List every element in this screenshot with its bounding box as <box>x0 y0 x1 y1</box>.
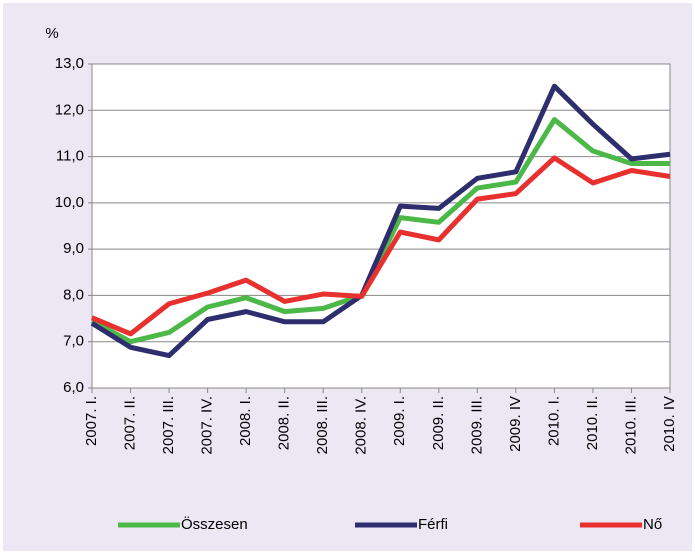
y-tick-label: 12,0 <box>55 101 84 118</box>
y-tick-label: 8,0 <box>63 286 84 303</box>
x-tick-label: 2008. IV. <box>353 396 370 455</box>
x-tick-label: 2007. IV. <box>199 396 216 455</box>
legend-label: Nő <box>643 516 662 533</box>
y-tick-label: 7,0 <box>63 333 84 350</box>
x-tick-label: 2008. III. <box>314 396 331 454</box>
x-tick-label: 2007. I. <box>83 396 100 446</box>
series-line <box>90 83 671 359</box>
y-axis-label: % <box>45 25 58 42</box>
plot-area <box>91 63 671 389</box>
x-tick-label: 2007. III. <box>160 396 177 454</box>
y-tick-label: 9,0 <box>63 240 84 257</box>
y-tick-label: 6,0 <box>63 379 84 396</box>
y-tick-label: 13,0 <box>55 55 84 72</box>
x-tick-label: 2007. II. <box>122 396 139 450</box>
x-tick-label: 2008. I. <box>237 396 254 446</box>
x-tick-label: 2009. IV <box>507 396 524 452</box>
y-tick-label: 11,0 <box>56 148 84 165</box>
x-tick-label: 2009. II. <box>430 396 447 450</box>
x-tick-label: 2010. IV <box>661 396 678 452</box>
y-tick-label: 10,0 <box>55 194 84 211</box>
x-tick-label: 2010. III. <box>622 396 639 454</box>
x-tick-label: 2010. I. <box>545 396 562 446</box>
x-tick-label: 2009. I. <box>391 396 408 446</box>
x-tick-label: 2008. II. <box>276 396 293 450</box>
legend-label: Férfi <box>418 516 448 533</box>
series-line <box>91 155 671 337</box>
x-tick-label: 2009. III. <box>468 396 485 454</box>
x-tick-label: 2010. II. <box>584 396 601 450</box>
legend-label: Összesen <box>181 515 248 533</box>
